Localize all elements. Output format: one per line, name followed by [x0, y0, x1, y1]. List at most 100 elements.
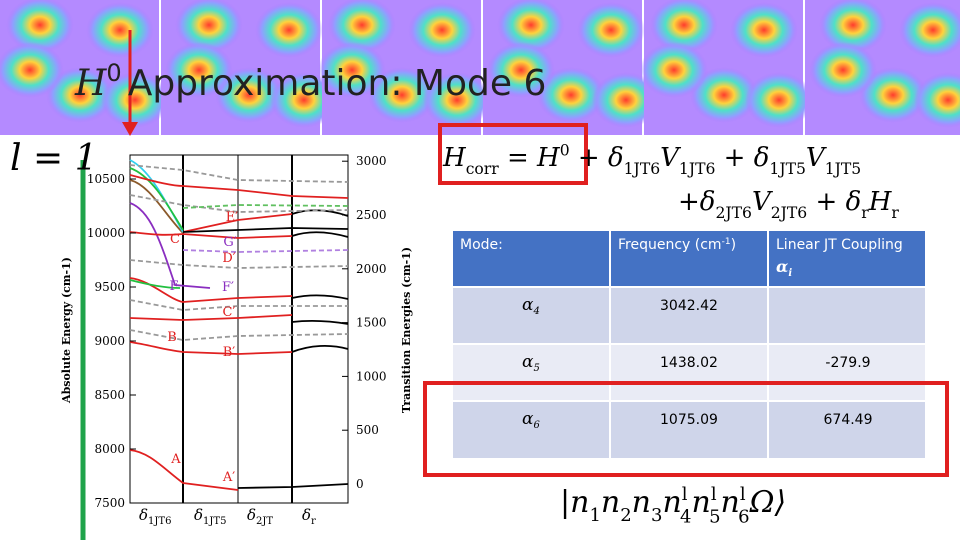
token: V: [752, 187, 773, 217]
right-tick-label: 2500: [356, 208, 387, 222]
orbital-lobe: [497, 0, 565, 53]
left-tick-label: 9000: [94, 334, 125, 348]
cell-text: 1438.02: [660, 355, 718, 371]
equation-line: Hcorr​ = H0​ + δ1JT6​V1JT6​ + δ1JT5​V1JT…: [442, 142, 861, 178]
highlight-box: [438, 123, 588, 185]
bottom-label: δ2JT: [247, 506, 273, 527]
superscript: -1: [722, 237, 731, 247]
cell: [769, 288, 925, 343]
subscript: 2JT: [256, 516, 273, 527]
cell-text: -279.9: [825, 355, 870, 371]
cell: [611, 345, 767, 400]
subscript: 2: [620, 505, 631, 526]
subscript: 1JT6: [624, 160, 661, 178]
token: +: [715, 143, 753, 173]
header-cell: [453, 231, 609, 286]
orbital-lobe: [819, 0, 887, 53]
token: V: [806, 143, 827, 173]
right-tick-label: 1000: [356, 369, 387, 383]
token: |: [560, 485, 570, 520]
token: n: [692, 485, 711, 520]
cell: [611, 402, 767, 458]
cell: [611, 288, 767, 343]
subscript: 1JT6: [148, 516, 171, 527]
left-tick-label: 9500: [94, 280, 125, 294]
token: α: [522, 295, 534, 315]
token: Mode:: [460, 237, 503, 253]
level-label: G′: [223, 235, 236, 250]
orbital-lobe: [328, 0, 396, 53]
orbital-lobe: [255, 2, 323, 58]
header-cell: [611, 231, 767, 286]
token: H: [868, 187, 893, 217]
orbital-lobe: [423, 72, 491, 128]
orbital-lobe: [690, 67, 758, 123]
subscript: 2JT6: [715, 204, 752, 222]
orbital-images: [0, 0, 960, 135]
orbital-lobe: [368, 67, 436, 123]
state-label: l = 1: [10, 138, 97, 179]
token: α: [522, 409, 534, 429]
right-tick-label: 500: [356, 423, 379, 437]
token: δ: [194, 506, 203, 524]
superscript: l: [682, 484, 688, 505]
orbital-lobe: [215, 67, 283, 123]
equation-line: +δ2JT6​V2JT6​ + δr​Hr​: [678, 187, 899, 222]
subscript: 1JT5: [769, 160, 806, 178]
token: =: [499, 143, 537, 173]
level-label: E′: [226, 210, 238, 225]
subscript: 4: [680, 507, 691, 528]
left-axis-label: Absolute Energy (cm-1): [60, 257, 73, 404]
orbital-lobe: [640, 42, 708, 98]
subscript: 5: [533, 363, 539, 374]
subscript: 6: [738, 507, 749, 528]
level-label: B: [167, 330, 177, 345]
subscript: corr: [466, 160, 500, 178]
cell: [453, 345, 609, 400]
token: δ: [608, 143, 624, 173]
title-sup: 0: [106, 59, 121, 87]
token: δ: [139, 506, 148, 524]
token: δ: [247, 506, 256, 524]
orbital-lobe: [650, 0, 718, 53]
cell: [453, 402, 609, 458]
header-text: Frequency (cm-1): [618, 237, 736, 253]
subscript: r: [891, 204, 899, 222]
orbital-lobe: [809, 42, 877, 98]
token: n: [601, 485, 620, 520]
orbital-lobe: [86, 2, 154, 58]
left-tick-label: 10000: [87, 226, 125, 240]
level-label: C: [170, 232, 180, 247]
correlation-diagram: 7500 8000 8500 9000 9500 10000 10500 0 500 1000 15…: [60, 154, 413, 527]
token: n: [662, 485, 681, 520]
orbital-lobe: [914, 72, 960, 128]
orbital-lobe: [537, 67, 605, 123]
orbital-lobe: [577, 2, 645, 58]
cell-text: 674.49: [824, 412, 873, 428]
subscript: i: [788, 268, 792, 279]
subscript: 1JT5: [203, 516, 226, 527]
cell: [769, 345, 925, 400]
right-axis-label: Transition Energies (cm-1): [400, 247, 413, 413]
orbital-lobe: [408, 2, 476, 58]
token: Frequency (cm: [618, 237, 722, 253]
token: +: [807, 187, 845, 217]
orbital-lobe: [745, 72, 813, 128]
orbital-lobe: [318, 42, 386, 98]
subscript: 1: [589, 505, 600, 526]
subscript: 1JT6: [679, 160, 716, 178]
superscript: l: [740, 484, 746, 505]
left-tick-label: 8000: [94, 442, 125, 456]
bottom-label: δr: [302, 506, 316, 527]
orbital-lobe: [487, 42, 555, 98]
subscript: 2JT6: [771, 204, 808, 222]
orbital-lobe: [592, 72, 660, 128]
token: H: [442, 143, 467, 173]
right-tick-label: 1500: [356, 316, 387, 330]
subscript: 1JT5: [825, 160, 862, 178]
title-text: Approximation: Mode 6: [128, 63, 547, 104]
right-tick-label: 2000: [356, 262, 387, 276]
level-label: A: [170, 452, 181, 467]
token: α: [522, 352, 534, 372]
